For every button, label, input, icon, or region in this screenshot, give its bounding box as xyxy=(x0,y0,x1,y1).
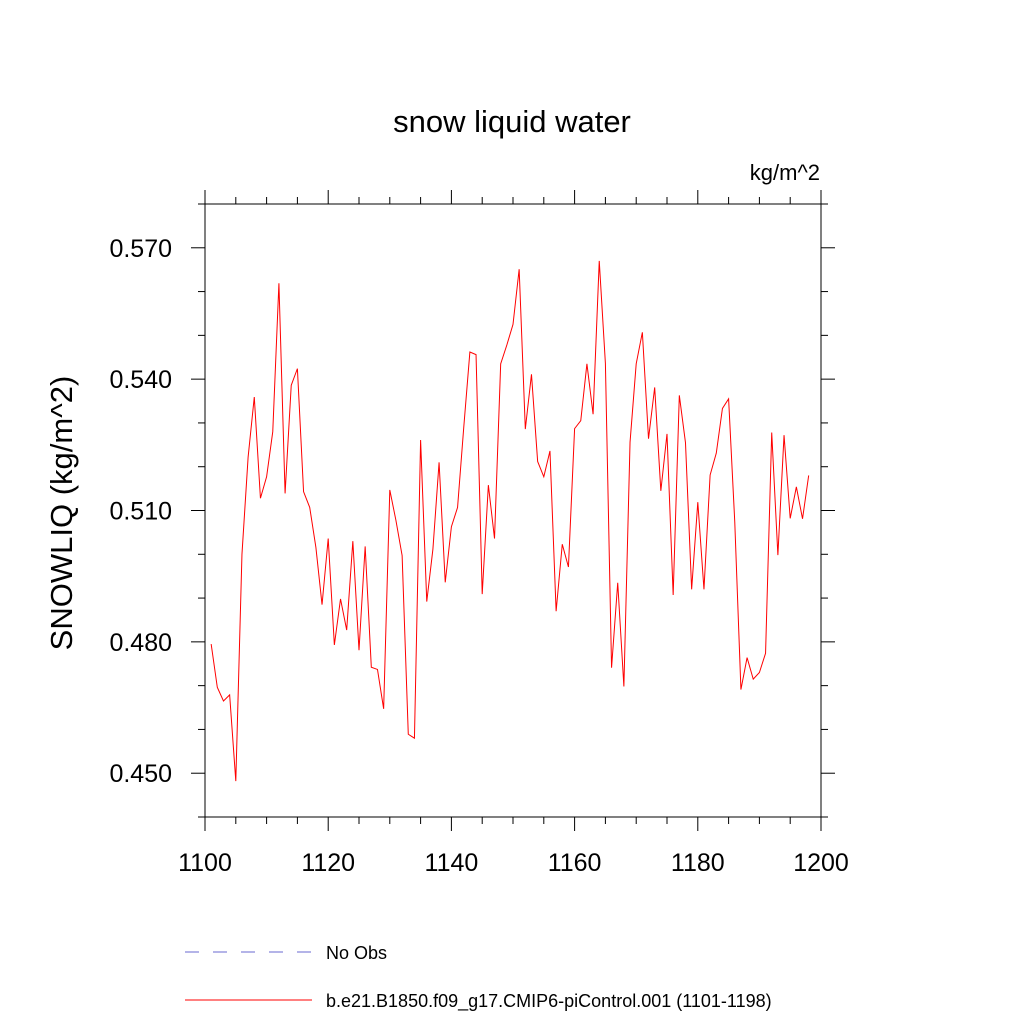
y-tick-label: 0.450 xyxy=(109,760,172,788)
x-tick-labels: 1100 1120 1140 1160 1180 1200 xyxy=(178,849,849,877)
y-tick-labels: 0.450 0.480 0.510 0.540 0.570 xyxy=(109,235,172,788)
legend-label-no-obs: No Obs xyxy=(326,943,387,963)
x-tick-label: 1120 xyxy=(301,849,355,877)
x-axis xyxy=(204,190,822,831)
y-tick-label: 0.510 xyxy=(109,498,172,526)
y-axis-label: SNOWLIQ (kg/m^2) xyxy=(44,376,79,651)
x-tick-label: 1140 xyxy=(425,849,479,877)
y-axis xyxy=(191,203,835,818)
x-tick-label: 1180 xyxy=(671,849,725,877)
legend-label-model: b.e21.B1850.f09_g17.CMIP6-piControl.001 … xyxy=(326,991,772,1012)
x-tick-label: 1200 xyxy=(793,849,849,877)
y-tick-label: 0.540 xyxy=(109,366,172,394)
units-label: kg/m^2 xyxy=(750,160,820,185)
plot-frame xyxy=(204,203,822,818)
x-tick-label: 1160 xyxy=(548,849,602,877)
x-tick-label: 1100 xyxy=(178,849,232,877)
y-tick-label: 0.480 xyxy=(109,629,172,657)
chart-title: snow liquid water xyxy=(393,104,631,139)
legend: No Obs b.e21.B1850.f09_g17.CMIP6-piContr… xyxy=(185,943,772,1012)
series-line-snowliq xyxy=(210,260,810,782)
y-tick-label: 0.570 xyxy=(109,235,172,263)
